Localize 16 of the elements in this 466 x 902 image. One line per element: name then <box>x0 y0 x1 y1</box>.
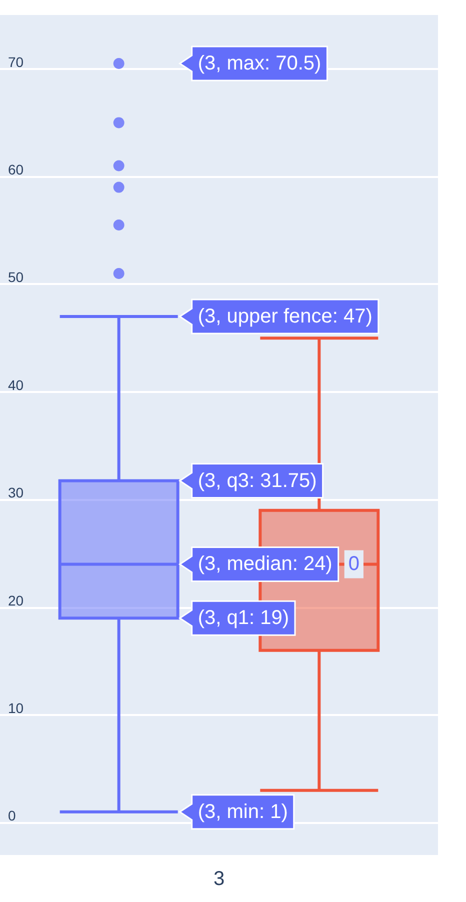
y-tick-label: 60 <box>8 162 24 178</box>
annotation: (3, median: 24) <box>198 553 332 576</box>
y-tick-label: 10 <box>8 700 24 716</box>
annotation: (3, q3: 31.75) <box>198 470 317 492</box>
y-tick-label: 50 <box>8 269 24 286</box>
y-tick-label: 30 <box>8 484 24 501</box>
annotation: (3, max: 70.5) <box>198 52 322 74</box>
y-tick-label: 40 <box>8 376 24 393</box>
annotation: (3, min: 1) <box>198 800 288 823</box>
y-tick-label: 0 <box>8 808 16 824</box>
text: 0 <box>348 553 360 576</box>
annotation: (3, q1: 19) <box>198 607 290 630</box>
y-tick-label: 70 <box>8 54 24 70</box>
y-tick-label: 20 <box>8 592 24 608</box>
annotation: (3, upper fence: 47) <box>198 306 372 328</box>
x-tick-label: 3 <box>213 868 225 890</box>
